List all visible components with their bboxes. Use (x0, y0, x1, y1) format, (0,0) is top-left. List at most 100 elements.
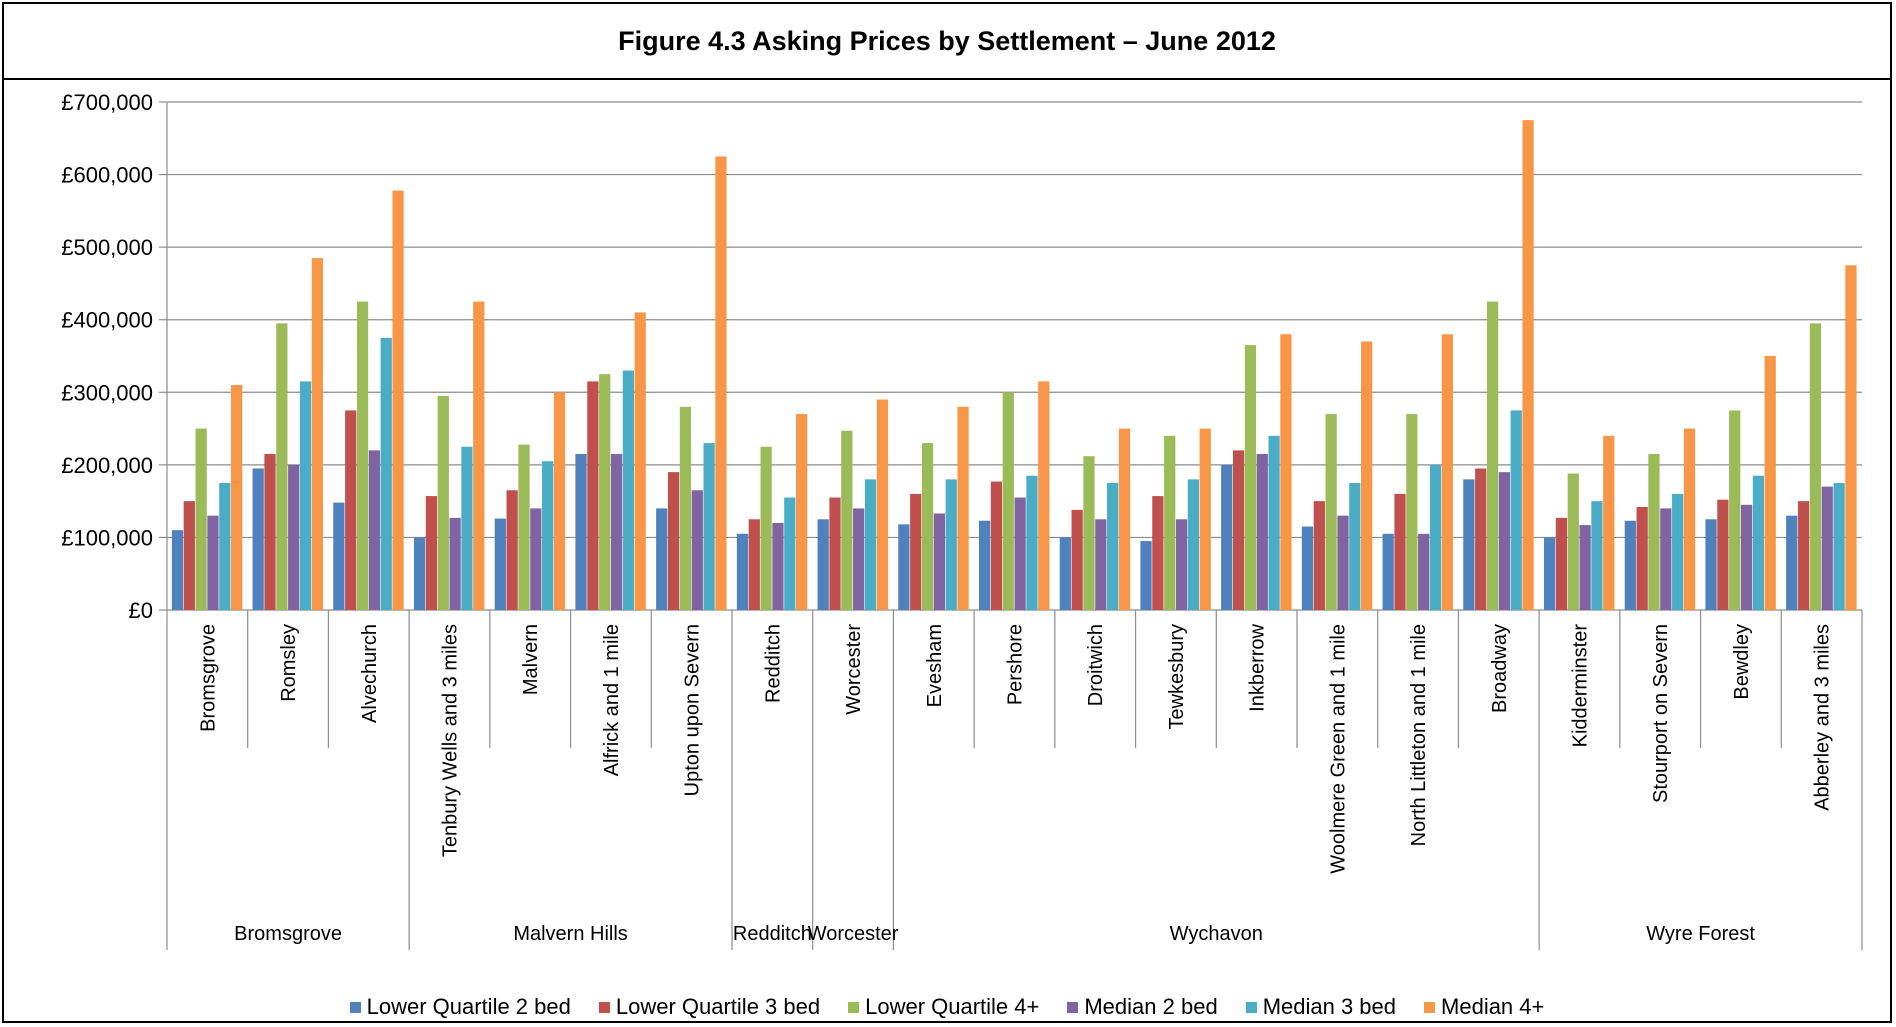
bar (1002, 392, 1014, 610)
bar (1026, 475, 1038, 610)
legend-label: Median 2 bed (1084, 994, 1218, 1019)
bar (1187, 479, 1200, 610)
bar (1140, 541, 1152, 610)
bar (207, 515, 219, 610)
bar (679, 406, 692, 610)
bar (1764, 356, 1776, 610)
chart-title: Figure 4.3 Asking Prices by Settlement –… (618, 25, 1276, 56)
bar (1555, 517, 1568, 610)
bar (345, 410, 357, 610)
bar (1624, 520, 1636, 610)
bar (1740, 504, 1753, 610)
bar (1833, 483, 1845, 610)
bar (1821, 486, 1833, 610)
bar (667, 472, 680, 610)
bar (1683, 428, 1696, 610)
bar (1406, 414, 1418, 610)
y-tick-label: £100,000 (61, 525, 153, 550)
bar-chart: £0 £100,000 £200,000 £300,000 £400,000 £500,0… (61, 90, 1863, 950)
bar (622, 370, 635, 610)
bar (356, 301, 369, 610)
bar (392, 190, 404, 610)
legend-label: Lower Quartile 2 bed (366, 994, 571, 1019)
group-label: Wychavon (1170, 923, 1263, 945)
bar (288, 464, 300, 610)
bar (1845, 265, 1857, 610)
bar (368, 450, 381, 610)
bar (864, 479, 877, 610)
category-label: Broadway (1489, 624, 1511, 713)
bar (1382, 533, 1394, 610)
bar (748, 519, 760, 610)
category-label: North Littleton and 1 mile (1408, 624, 1430, 846)
legend-item: Lower Quartile 4+ (848, 994, 1039, 1020)
bar (853, 508, 865, 610)
bar (1567, 473, 1579, 610)
bar (1809, 323, 1822, 610)
legend: Lower Quartile 2 bed Lower Quartile 3 bed… (4, 994, 1890, 1020)
category-label: Bewdley (1731, 624, 1753, 700)
bar (333, 502, 345, 610)
group-label: Bromsgrove (234, 923, 342, 945)
bar (530, 508, 542, 610)
bar (910, 493, 922, 610)
bar (1486, 301, 1499, 610)
bar (784, 497, 796, 610)
bar (1313, 501, 1325, 610)
bar (231, 385, 243, 610)
bar (380, 337, 392, 610)
bar (553, 392, 566, 610)
bar (760, 446, 772, 610)
legend-label: Median 4+ (1441, 994, 1545, 1019)
bar (299, 381, 312, 610)
bar (1361, 341, 1373, 610)
bar (276, 323, 288, 610)
bar (1752, 475, 1765, 610)
title-bar: Figure 4.3 Asking Prices by Settlement –… (4, 4, 1890, 80)
group-label: Malvern Hills (513, 923, 627, 945)
bar (575, 453, 587, 610)
bar (461, 446, 473, 610)
bar (829, 497, 841, 610)
bar (1797, 501, 1810, 610)
legend-item: Median 3 bed (1245, 994, 1397, 1020)
bar (494, 518, 506, 610)
y-tick-label: £200,000 (61, 453, 153, 478)
group-label: Wyre Forest (1646, 923, 1755, 945)
bar (195, 428, 207, 610)
legend-item: Lower Quartile 3 bed (598, 994, 820, 1020)
bar (437, 395, 449, 610)
bar (1636, 506, 1648, 610)
legend-label: Median 3 bed (1262, 994, 1397, 1019)
bar (1603, 435, 1615, 610)
bar (957, 406, 969, 610)
bar (691, 490, 703, 610)
bar (252, 468, 264, 610)
bar (656, 508, 668, 610)
bar (1083, 456, 1095, 610)
bar (1786, 515, 1798, 610)
bar (736, 533, 749, 610)
bar (311, 258, 323, 610)
bar (183, 501, 195, 610)
bar (542, 461, 554, 610)
category-label: Worcester (843, 624, 865, 715)
y-tick-label: £400,000 (61, 308, 153, 333)
category-label: Evesham (924, 624, 946, 707)
bar (1729, 410, 1741, 610)
bar (1349, 483, 1361, 610)
bar (1325, 414, 1337, 610)
bar (1152, 496, 1164, 610)
bar (1648, 453, 1660, 610)
bar (1301, 526, 1314, 610)
bar (1717, 499, 1729, 610)
bar (171, 530, 184, 610)
bar (1522, 120, 1534, 610)
category-label: Alvechurch (359, 624, 381, 723)
bar (1660, 508, 1672, 610)
bar (1672, 493, 1684, 610)
bar (518, 444, 530, 610)
legend-swatch (349, 1001, 361, 1013)
bar (449, 517, 461, 610)
